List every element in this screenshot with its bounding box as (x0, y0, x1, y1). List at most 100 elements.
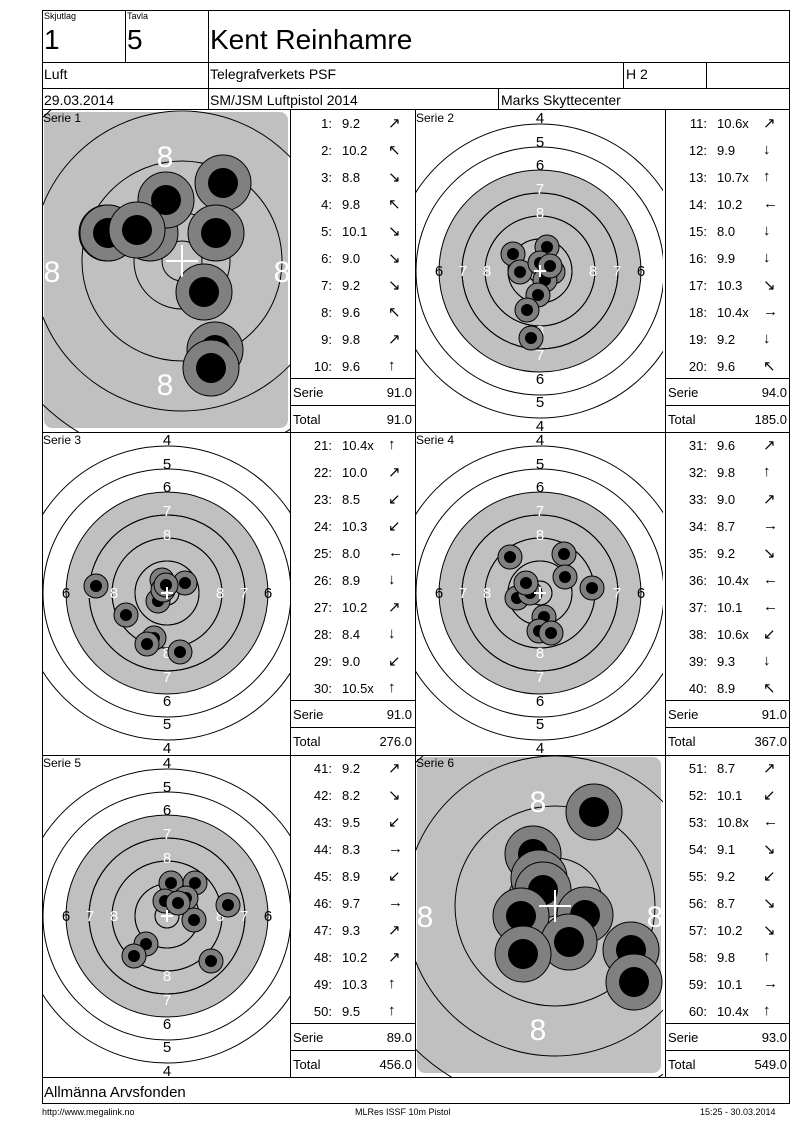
shot-number: 44: (313, 842, 332, 857)
shot-row: 57: 10.2 ↘ (667, 922, 791, 950)
shot-row: 52: 10.1 ↙ (667, 787, 791, 815)
direction-arrow-icon: ↖ (388, 142, 401, 159)
shot-hole (134, 631, 160, 657)
direction-arrow-icon: ↘ (388, 250, 401, 267)
direction-arrow-icon: ↗ (763, 437, 776, 454)
direction-arrow-icon: ↗ (388, 464, 401, 481)
target-1: 8 8 8 8 (42, 110, 290, 432)
shot-hole (187, 204, 245, 262)
shot-row: 13: 10.7x ↑ (667, 168, 791, 197)
serie-label: Serie 5 (43, 756, 82, 770)
shot-number: 59: (688, 977, 707, 992)
shot-row: 47: 9.3 ↗ (292, 922, 416, 950)
direction-arrow-icon: ↘ (763, 922, 776, 939)
svg-text:8: 8 (163, 645, 171, 662)
direction-arrow-icon: ↙ (388, 491, 401, 508)
shot-number: 17: (688, 278, 707, 293)
shot-score: 10.6x (717, 627, 749, 642)
svg-text:8: 8 (163, 850, 171, 867)
shot-score: 9.0 (717, 492, 736, 507)
footer-right: 15:25 - 30.03.2014 (700, 1107, 776, 1117)
svg-text:4: 4 (163, 740, 171, 754)
shot-number: 56: (688, 896, 707, 911)
direction-arrow-icon: ↓ (763, 249, 771, 266)
shot-number: 2: (321, 143, 332, 158)
shot-row: 32: 9.8 ↑ (667, 463, 791, 492)
shot-score: 10.2 (342, 600, 368, 615)
shot-hole (538, 620, 564, 646)
direction-arrow-icon: ↖ (763, 680, 776, 697)
target-6: 8 8 8 8 (415, 755, 663, 1077)
direction-arrow-icon: ↑ (763, 1002, 771, 1019)
shot-row: 3: 8.8 ↘ (292, 169, 416, 197)
direction-arrow-icon: ↙ (388, 518, 401, 535)
svg-text:7: 7 (459, 263, 467, 280)
shot-row: 29: 9.0 ↙ (292, 653, 416, 681)
svg-text:8: 8 (157, 369, 174, 402)
sponsor-box (42, 1078, 790, 1104)
svg-text:4: 4 (536, 432, 544, 449)
direction-arrow-icon: ↙ (763, 787, 776, 804)
direction-arrow-icon: ↑ (763, 948, 771, 965)
shot-score: 8.9 (342, 869, 361, 884)
shot-score: 8.8 (342, 170, 361, 185)
shot-hole (579, 575, 605, 601)
serie-sum-label: Serie (668, 385, 699, 400)
direction-arrow-icon: ↖ (763, 358, 776, 375)
svg-text:5: 5 (536, 134, 544, 151)
direction-arrow-icon: → (763, 975, 778, 992)
shot-score: 10.4x (342, 438, 374, 453)
shot-hole (113, 602, 139, 628)
shot-row: 6: 9.0 ↘ (292, 250, 416, 278)
shot-number: 43: (313, 815, 332, 830)
shot-hole (172, 570, 198, 596)
shot-number: 52: (688, 788, 707, 803)
shot-row: 53: 10.8x ← (667, 813, 791, 842)
shot-row: 23: 8.5 ↙ (292, 491, 416, 519)
direction-arrow-icon: ↖ (388, 196, 401, 213)
shot-row: 35: 9.2 ↘ (667, 545, 791, 573)
direction-arrow-icon: ← (763, 813, 778, 830)
shot-number: 49: (313, 977, 332, 992)
shot-number: 7: (321, 278, 332, 293)
shot-score: 9.6 (342, 305, 361, 320)
shot-row: 8: 9.6 ↖ (292, 304, 416, 332)
shot-row: 20: 9.6 ↖ (667, 358, 791, 386)
shot-score: 9.5 (342, 1004, 361, 1019)
shot-score: 10.8x (717, 815, 749, 830)
shot-number: 41: (313, 761, 332, 776)
shot-number: 34: (688, 519, 707, 534)
svg-text:8: 8 (647, 901, 663, 934)
direction-arrow-icon: ← (763, 571, 778, 588)
total-value: 367.0 (754, 734, 787, 749)
shot-row: 54: 9.1 ↘ (667, 841, 791, 869)
total-label: Total (668, 1057, 696, 1072)
shot-number: 28: (313, 627, 332, 642)
shot-number: 53: (688, 815, 707, 830)
shot-row: 10: 9.6 ↑ (292, 357, 416, 386)
svg-text:8: 8 (530, 1014, 547, 1047)
shot-score: 10.0 (342, 465, 368, 480)
shot-score: 9.8 (342, 197, 361, 212)
shot-score: 10.2 (342, 143, 368, 158)
shot-row: 15: 8.0 ↓ (667, 222, 791, 251)
shot-number: 45: (313, 869, 332, 884)
svg-text:8: 8 (110, 908, 118, 925)
direction-arrow-icon: ↗ (388, 760, 401, 777)
svg-text:5: 5 (536, 456, 544, 473)
direction-arrow-icon: ↗ (763, 491, 776, 508)
skjutlag-value: 1 (44, 24, 60, 55)
shot-row: 25: 8.0 ← (292, 544, 416, 573)
shot-list: 21: 10.4x ↑ 22: 10.0 ↗ 23: 8.5 ↙ 24: 10.3 ↙ 25: 8.0 ← 2… (292, 436, 416, 708)
direction-arrow-icon: ← (388, 544, 403, 561)
direction-arrow-icon: ↗ (388, 599, 401, 616)
shot-number: 29: (313, 654, 332, 669)
total-value: 91.0 (386, 412, 412, 427)
shot-list: 51: 8.7 ↗ 52: 10.1 ↙ 53: 10.8x ← 54: 9.1 ↘ 55: 9.2 ↙ 56… (667, 760, 791, 1031)
shot-hole (194, 154, 252, 212)
svg-text:7: 7 (163, 992, 171, 1009)
shot-row: 36: 10.4x ← (667, 571, 791, 600)
shot-number: 1: (321, 116, 332, 131)
shot-row: 27: 10.2 ↗ (292, 599, 416, 627)
